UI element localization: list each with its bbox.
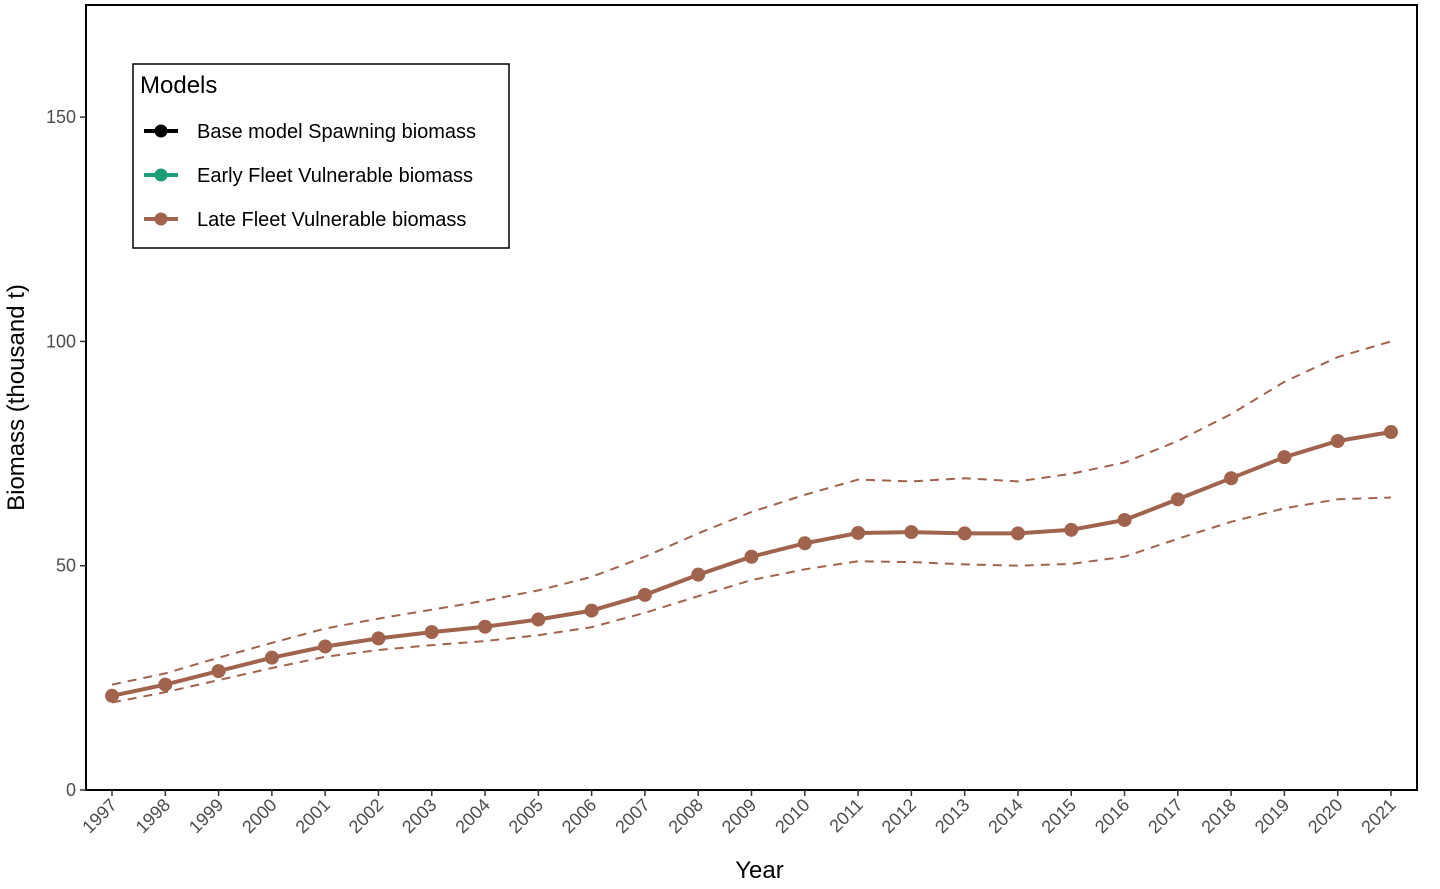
x-tick-label: 2014	[984, 795, 1026, 837]
x-tick-label: 2001	[292, 795, 334, 837]
x-tick-label: 2006	[558, 795, 600, 837]
x-tick-label: 2018	[1197, 795, 1239, 837]
x-tick-label: 2021	[1357, 795, 1399, 837]
legend-key-point	[154, 212, 168, 226]
data-point	[264, 650, 279, 665]
x-tick-label: 2016	[1091, 795, 1133, 837]
legend-entry-label: Early Fleet Vulnerable biomass	[197, 165, 473, 187]
data-point	[957, 526, 972, 541]
data-point	[1064, 522, 1079, 537]
data-point	[424, 625, 439, 640]
y-tick-label: 50	[56, 556, 76, 576]
x-tick-label: 2005	[505, 795, 547, 837]
legend-key-point	[154, 168, 168, 182]
legend-entry-label: Late Fleet Vulnerable biomass	[197, 209, 466, 231]
x-tick-label: 2008	[665, 795, 707, 837]
data-point	[1010, 526, 1025, 541]
data-point	[318, 639, 333, 654]
data-point	[744, 549, 759, 564]
data-point	[904, 525, 919, 540]
x-tick-label: 2004	[451, 795, 493, 837]
legend-entry-label: Base model Spawning biomass	[197, 121, 476, 143]
data-point	[1117, 512, 1132, 527]
data-point	[1277, 450, 1292, 465]
data-point	[1224, 471, 1239, 486]
confidence-bands	[111, 340, 1392, 704]
data-point	[637, 587, 652, 602]
x-tick-label: 2009	[718, 795, 760, 837]
data-point	[584, 603, 599, 618]
legend-title: Models	[140, 72, 217, 99]
x-tick-label: 2007	[611, 795, 653, 837]
data-point	[211, 664, 226, 679]
x-tick-label: 2011	[825, 795, 867, 837]
upper-ci-line	[111, 340, 1392, 686]
x-axis-title: Year	[735, 857, 784, 884]
x-tick-label: 2019	[1251, 795, 1293, 837]
x-tick-label: 2002	[345, 795, 387, 837]
series-points	[105, 425, 1398, 703]
x-tick-label: 2003	[398, 795, 440, 837]
data-point	[1384, 425, 1398, 440]
data-point	[1330, 434, 1345, 449]
legend: Models Base model Spawning biomass Early …	[132, 63, 510, 249]
x-tick-label: 2013	[931, 795, 973, 837]
data-point	[158, 677, 173, 692]
x-tick-label: 2000	[238, 795, 280, 837]
data-point	[851, 525, 866, 540]
data-point	[478, 619, 493, 634]
x-tick-label: 1998	[132, 795, 174, 837]
data-point	[1170, 492, 1185, 507]
legend-box	[132, 63, 510, 249]
x-tick-label: 2020	[1304, 795, 1346, 837]
y-tick-label: 150	[46, 107, 76, 127]
x-tick-label: 2015	[1038, 795, 1080, 837]
y-axis-title: Biomass (thousand t)	[3, 284, 30, 511]
data-point	[797, 536, 812, 551]
legend-entries: Base model Spawning biomass Early Fleet V…	[144, 121, 476, 231]
x-tick-label: 1999	[185, 795, 227, 837]
data-point	[691, 567, 706, 582]
x-tick-label: 2012	[878, 795, 920, 837]
x-tick-label: 2010	[771, 795, 813, 837]
legend-key-point	[154, 124, 168, 138]
x-tick-label: 2017	[1144, 795, 1186, 837]
data-point	[371, 631, 386, 646]
y-tick-label: 0	[66, 780, 76, 800]
x-tick-label: 1997	[78, 795, 120, 837]
y-tick-label: 100	[46, 331, 76, 351]
data-point	[531, 612, 546, 627]
data-point	[105, 688, 119, 703]
